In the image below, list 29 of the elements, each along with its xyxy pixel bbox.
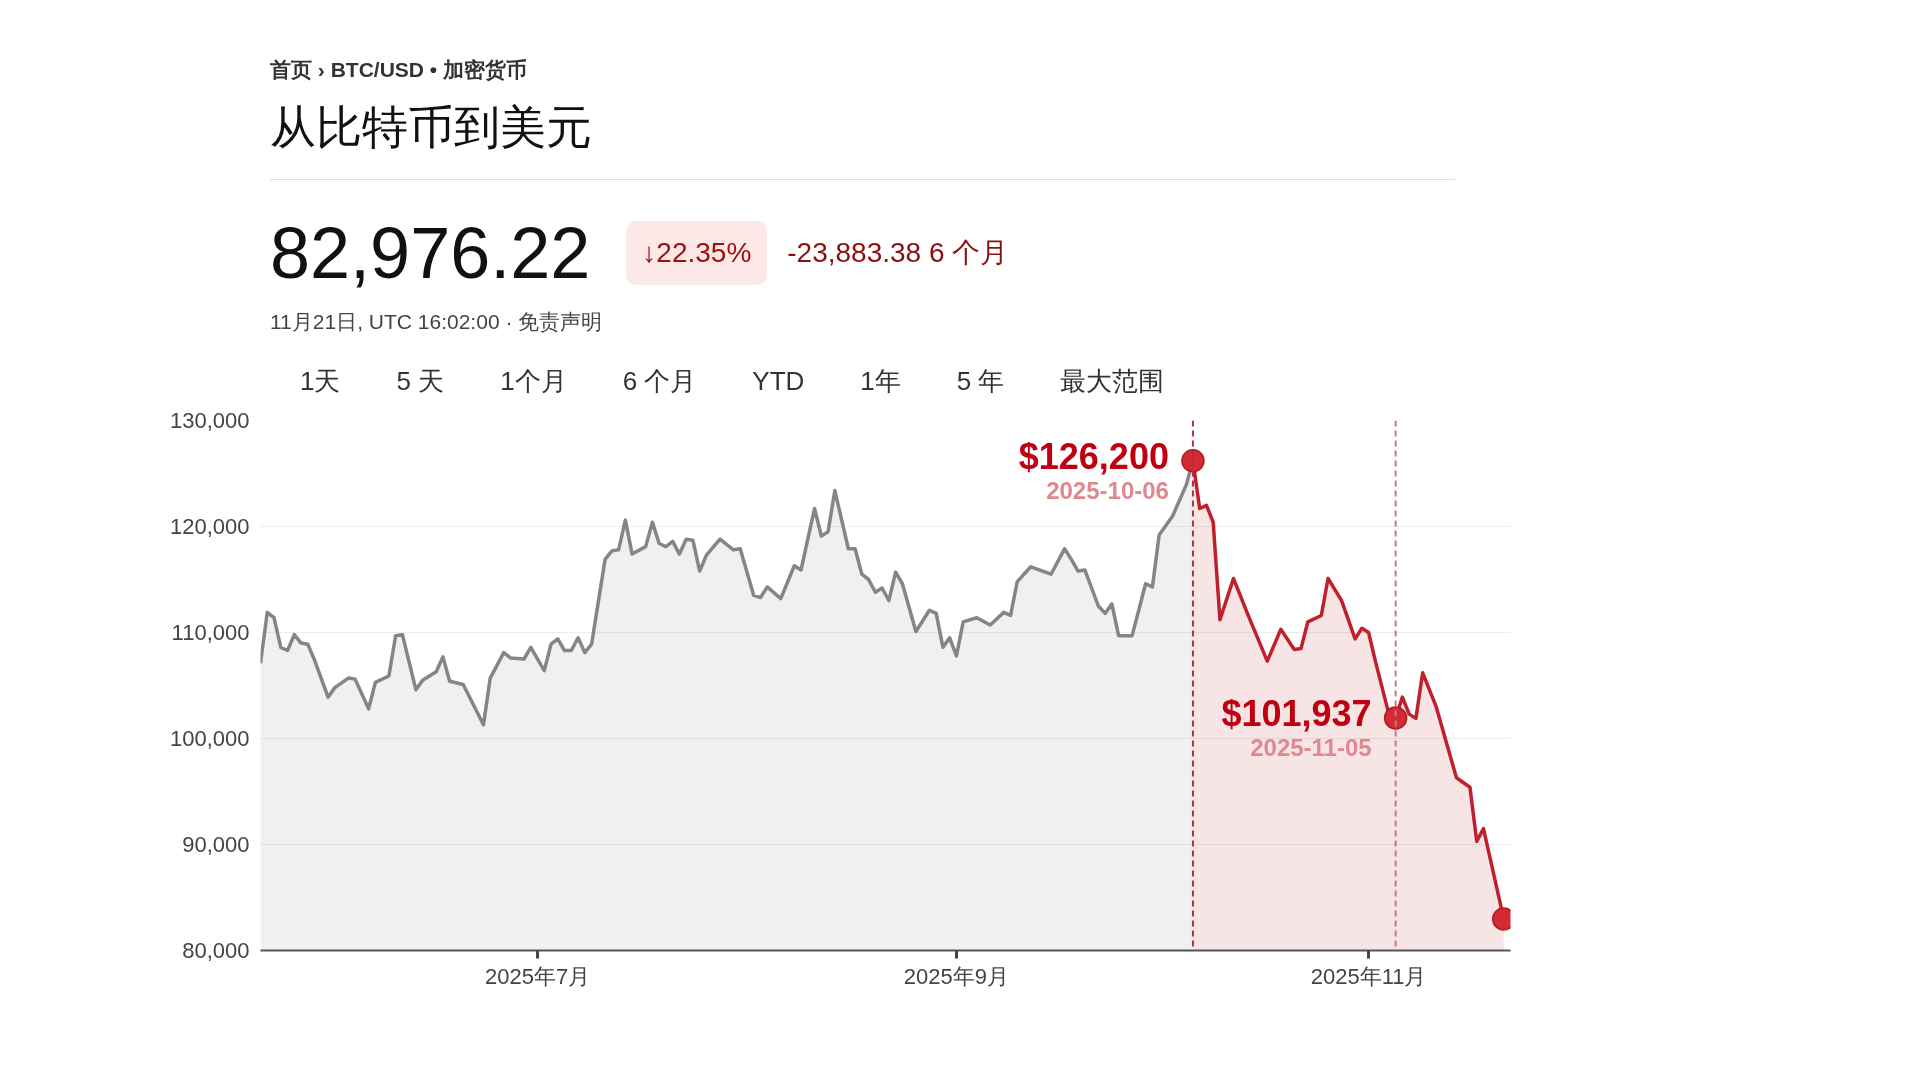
point xyxy=(1383,706,1408,730)
text: YTD xyxy=(752,365,805,396)
y-tick-label: 90,000 xyxy=(182,832,250,857)
text: 82,976.22 xyxy=(270,211,591,295)
text: -23,883.38 6 个月 xyxy=(787,236,1009,271)
y-tick-label: 110,000 xyxy=(171,620,250,645)
text: 5 年 xyxy=(956,365,1005,396)
text: 首页 › BTC/USD • 加密货币 xyxy=(270,57,528,83)
text: 6 个月 xyxy=(622,365,697,396)
text: 1年 xyxy=(860,365,901,396)
y-tick-label: 130,000 xyxy=(169,408,250,433)
y-tick-label: 80,000 xyxy=(182,938,250,963)
annotation: 2025-10-06 xyxy=(1046,477,1169,505)
x-tick-label: 2025年11月 xyxy=(1310,963,1427,989)
text: 5 天 xyxy=(396,365,445,396)
x-tick-label: 2025年7月 xyxy=(484,963,591,989)
point xyxy=(1181,449,1205,473)
y-tick-label: 120,000 xyxy=(169,514,250,539)
text: 最大范围 xyxy=(1060,365,1165,396)
chart-title: 从比特币到美元 xyxy=(270,95,1455,180)
text: 1个月 xyxy=(500,365,567,396)
x-tick-label: 2025年9月 xyxy=(903,963,1010,989)
text: 11月21日, UTC 16:02:00 · 免责声明 xyxy=(270,308,604,335)
text: 1天 xyxy=(300,365,341,396)
annotation: 2025-11-05 xyxy=(1250,734,1372,762)
y-tick-label: 100,000 xyxy=(169,726,250,751)
annotation: $101,937 xyxy=(1221,693,1372,735)
text: ↓22.35% xyxy=(626,221,768,286)
annotation: $126,200 xyxy=(1018,436,1169,478)
